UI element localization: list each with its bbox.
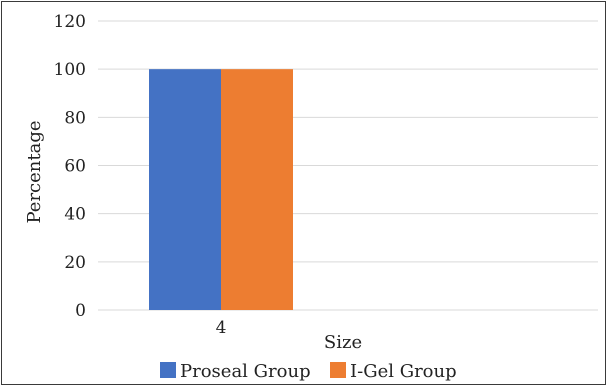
y-tick-label: 20 bbox=[64, 253, 86, 273]
bars bbox=[149, 69, 293, 311]
y-tick-label: 0 bbox=[75, 301, 86, 321]
legend-label-proseal: Proseal Group bbox=[180, 361, 311, 382]
bar-proseal-group-4 bbox=[149, 69, 221, 311]
legend-label-igel: I-Gel Group bbox=[350, 361, 457, 382]
x-tick-label: 4 bbox=[216, 318, 227, 338]
y-tick-label: 80 bbox=[64, 108, 86, 128]
legend-swatch-proseal bbox=[160, 362, 176, 378]
x-tick-labels: 4 bbox=[216, 318, 227, 338]
y-tick-label: 40 bbox=[64, 205, 86, 225]
bar-i-gel-group-4 bbox=[221, 69, 293, 311]
y-tick-label: 100 bbox=[54, 60, 86, 80]
y-tick-labels: 0 20 40 60 80 100 120 bbox=[54, 12, 86, 321]
y-tick-label: 60 bbox=[64, 157, 86, 177]
legend: Proseal Group I-Gel Group bbox=[160, 361, 457, 382]
legend-swatch-igel bbox=[330, 362, 346, 378]
x-axis-title: Size bbox=[324, 332, 362, 353]
y-tick-label: 120 bbox=[54, 12, 86, 32]
y-axis-title: Percentage bbox=[24, 120, 45, 223]
